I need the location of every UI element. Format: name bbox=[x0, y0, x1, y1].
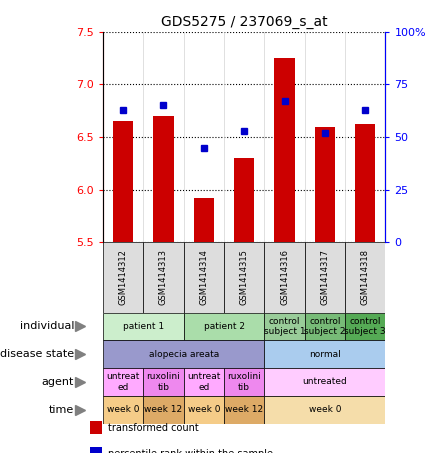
Bar bbox=[265, 368, 385, 396]
Bar bbox=[184, 242, 224, 313]
Text: control
subject 1: control subject 1 bbox=[264, 317, 305, 336]
Text: week 12: week 12 bbox=[145, 405, 183, 414]
Text: GSM1414312: GSM1414312 bbox=[119, 250, 127, 305]
Text: normal: normal bbox=[309, 350, 341, 359]
Text: week 0: week 0 bbox=[107, 405, 139, 414]
Bar bbox=[224, 396, 265, 424]
Title: GDS5275 / 237069_s_at: GDS5275 / 237069_s_at bbox=[161, 15, 328, 29]
Bar bbox=[305, 313, 345, 340]
Text: alopecia areata: alopecia areata bbox=[148, 350, 219, 359]
Bar bbox=[153, 116, 173, 242]
Bar bbox=[143, 242, 184, 313]
Bar bbox=[103, 242, 143, 313]
Bar bbox=[184, 368, 224, 396]
Text: GSM1414317: GSM1414317 bbox=[321, 250, 329, 305]
Bar bbox=[103, 313, 184, 340]
Text: untreat
ed: untreat ed bbox=[106, 372, 140, 392]
Bar bbox=[90, 447, 102, 453]
Text: GSM1414313: GSM1414313 bbox=[159, 250, 168, 305]
Text: untreated: untreated bbox=[303, 377, 347, 386]
Text: GSM1414315: GSM1414315 bbox=[240, 250, 249, 305]
Text: untreat
ed: untreat ed bbox=[187, 372, 220, 392]
Bar bbox=[345, 313, 385, 340]
Bar bbox=[90, 421, 102, 434]
Text: GSM1414314: GSM1414314 bbox=[199, 250, 208, 305]
Text: control
subject 2: control subject 2 bbox=[304, 317, 346, 336]
Text: control
subject 3: control subject 3 bbox=[344, 317, 386, 336]
Text: week 0: week 0 bbox=[187, 405, 220, 414]
Text: agent: agent bbox=[42, 377, 74, 387]
Text: ruxolini
tib: ruxolini tib bbox=[227, 372, 261, 392]
Text: individual: individual bbox=[20, 322, 74, 332]
Bar bbox=[265, 313, 305, 340]
Bar bbox=[234, 158, 254, 242]
Bar bbox=[184, 313, 265, 340]
Bar bbox=[113, 121, 133, 242]
Bar bbox=[143, 396, 184, 424]
Bar bbox=[305, 242, 345, 313]
Bar bbox=[275, 58, 295, 242]
Text: week 12: week 12 bbox=[225, 405, 263, 414]
Bar bbox=[194, 198, 214, 242]
Bar bbox=[265, 396, 385, 424]
Text: time: time bbox=[49, 405, 74, 414]
Bar bbox=[265, 242, 305, 313]
Text: disease state: disease state bbox=[0, 349, 74, 359]
Text: GSM1414318: GSM1414318 bbox=[361, 250, 370, 305]
Text: percentile rank within the sample: percentile rank within the sample bbox=[108, 448, 273, 453]
Text: week 0: week 0 bbox=[309, 405, 341, 414]
Text: ruxolini
tib: ruxolini tib bbox=[147, 372, 180, 392]
Bar bbox=[224, 368, 265, 396]
Bar bbox=[265, 340, 385, 368]
Text: patient 2: patient 2 bbox=[204, 322, 244, 331]
Bar bbox=[103, 340, 265, 368]
Bar bbox=[103, 396, 143, 424]
Bar bbox=[315, 126, 335, 242]
Bar bbox=[184, 396, 224, 424]
Bar bbox=[355, 125, 375, 242]
Bar bbox=[345, 242, 385, 313]
Bar bbox=[143, 368, 184, 396]
Text: patient 1: patient 1 bbox=[123, 322, 164, 331]
Text: transformed count: transformed count bbox=[108, 423, 199, 433]
Bar bbox=[224, 242, 265, 313]
Bar bbox=[103, 368, 143, 396]
Text: GSM1414316: GSM1414316 bbox=[280, 250, 289, 305]
